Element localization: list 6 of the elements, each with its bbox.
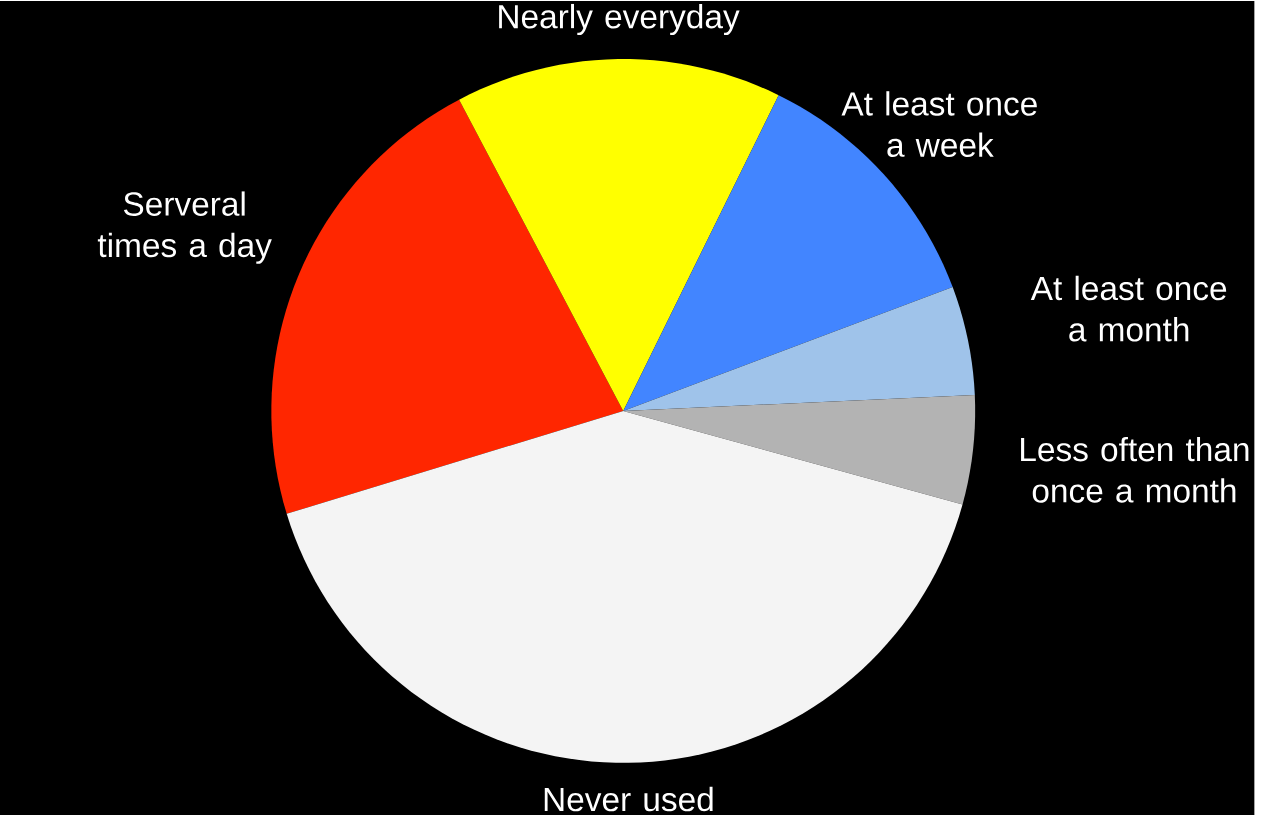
slice-label: At least once a week [841, 91, 1037, 157]
slice-label: Less often than once a month [1021, 436, 1249, 503]
slice-label: Serveral times a day [97, 191, 272, 264]
slice-label: At least once a month [1030, 275, 1227, 342]
slice-label: Never used [544, 786, 713, 812]
slice-label: Nearly everyday [499, 3, 740, 35]
